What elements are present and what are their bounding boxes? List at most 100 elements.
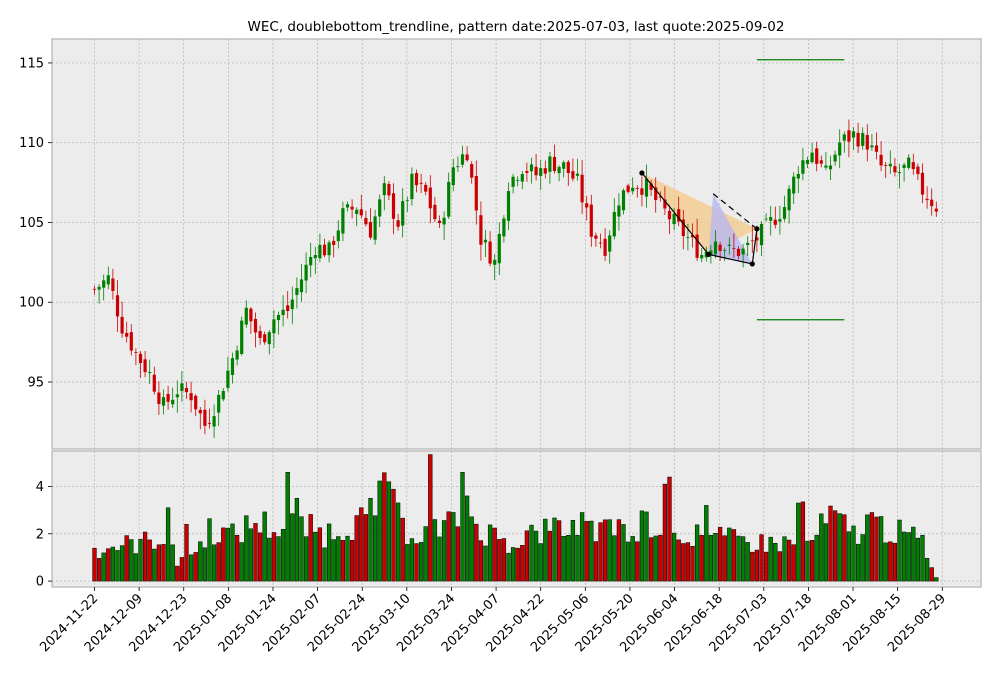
candle-body — [543, 168, 547, 174]
candle-body — [92, 288, 97, 290]
candle-body — [341, 208, 345, 234]
volume-bar — [543, 518, 548, 582]
candle-body — [382, 183, 386, 196]
volume-bar — [607, 519, 612, 582]
volume-bar — [124, 535, 129, 582]
candle-body — [534, 166, 538, 176]
volume-bar — [823, 523, 829, 582]
candle-body — [387, 183, 391, 196]
candle-body — [810, 152, 814, 163]
pattern-point — [639, 170, 645, 176]
candle-body — [244, 307, 248, 325]
volume-bar — [740, 536, 746, 582]
pattern-line-rise — [751, 228, 758, 265]
candle-body — [230, 358, 235, 375]
volume-bar — [409, 538, 415, 582]
candle-body — [111, 278, 115, 291]
volume-bar — [625, 541, 631, 582]
volume-bar — [648, 537, 654, 582]
candle-body — [125, 332, 129, 337]
volume-bar — [915, 537, 921, 582]
level-lines — [756, 59, 845, 321]
candle-body — [635, 188, 639, 189]
candle-body — [851, 131, 856, 138]
candle-body — [626, 185, 630, 192]
candle-body — [253, 318, 258, 333]
candle-body — [456, 166, 460, 168]
volume-bar — [142, 531, 148, 582]
candle-body — [359, 209, 363, 216]
candle-body — [686, 237, 690, 239]
volume-bar — [303, 536, 309, 582]
volume-bar — [184, 524, 189, 582]
candle-body — [157, 392, 161, 404]
candle-body — [746, 242, 750, 245]
volume-bar — [161, 544, 166, 582]
volume-bar — [267, 537, 272, 582]
volume-bar — [441, 520, 447, 582]
candle-body — [258, 331, 262, 338]
candle-body — [805, 159, 810, 164]
candle-body — [709, 250, 713, 255]
volume-bar — [865, 514, 870, 582]
volume-bar — [165, 507, 171, 582]
candle-body — [350, 206, 354, 210]
volume-bar — [285, 472, 290, 582]
volume-bar — [533, 530, 539, 582]
volume-bar — [731, 529, 737, 582]
volume-bar — [382, 472, 387, 582]
candle-body — [516, 179, 520, 181]
volume-bar — [851, 525, 856, 582]
candle-body — [175, 394, 179, 398]
candle-body — [727, 244, 731, 246]
candle-body — [718, 244, 722, 251]
volume-bar — [483, 545, 488, 582]
volume-bar — [363, 514, 369, 582]
candle-body — [911, 162, 915, 170]
volume-bar — [478, 540, 484, 582]
volume-bar — [506, 552, 511, 582]
candle-body — [580, 174, 584, 203]
candle-body — [575, 173, 580, 176]
volume-bar — [777, 551, 783, 582]
volume-bar — [556, 520, 562, 582]
volume-bar — [681, 543, 686, 582]
volume-bar — [115, 550, 120, 582]
price-tick-label: 110 — [19, 136, 44, 151]
volume-bar — [336, 536, 341, 582]
candle-body — [226, 370, 230, 388]
candle-body — [667, 210, 672, 220]
candle-body — [428, 187, 432, 209]
volume-bar — [170, 544, 175, 582]
candle-body — [134, 352, 138, 353]
candle-body — [888, 163, 892, 167]
candle-body — [148, 372, 152, 374]
candle-body — [322, 244, 327, 256]
candle-body — [571, 171, 575, 179]
volume-bar — [621, 524, 626, 582]
volume-bar — [883, 542, 888, 582]
candle-body — [828, 165, 833, 170]
candle-body — [368, 222, 373, 238]
candle-body — [189, 393, 193, 401]
candle-body — [787, 188, 791, 211]
candle-body — [309, 256, 313, 266]
candle-body — [364, 217, 368, 225]
volume-bar — [474, 523, 479, 582]
candle-body — [263, 334, 267, 343]
candle-body — [401, 201, 405, 226]
volume-bar — [156, 544, 162, 582]
candle-body — [833, 154, 837, 162]
candle-body — [304, 264, 308, 281]
volume-bar — [455, 526, 461, 582]
volume-bar — [101, 552, 106, 582]
volume-bar — [690, 546, 695, 582]
price-panel — [51, 38, 982, 450]
volume-bar — [584, 521, 589, 582]
candle-body — [217, 394, 221, 413]
volume-bar — [570, 520, 576, 582]
candle-body — [695, 234, 699, 258]
candle-body — [750, 240, 754, 242]
volume-bar — [566, 534, 571, 582]
candle-body — [143, 359, 147, 373]
